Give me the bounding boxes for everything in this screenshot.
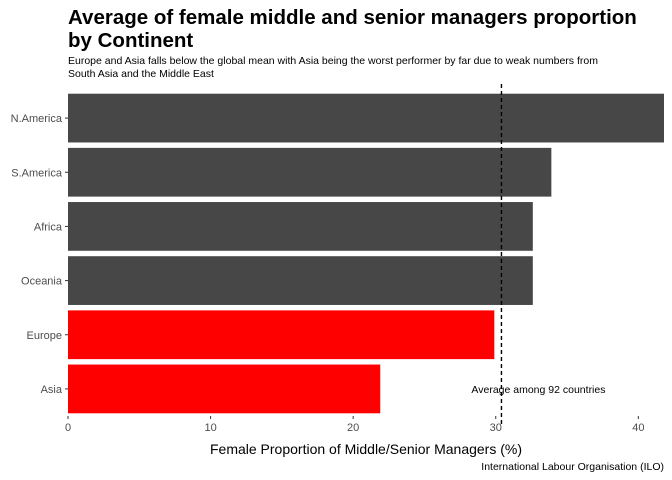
- bar-n-america: [68, 93, 664, 143]
- y-tick-label: Africa: [34, 221, 63, 233]
- x-tick-label: 40: [632, 422, 644, 434]
- x-tick-label: 20: [347, 422, 359, 434]
- chart-subtitle: Europe and Asia falls below the global m…: [68, 55, 598, 80]
- y-axis-tick-labels: N.America S.America Africa Oceania Europe Asi…: [11, 113, 68, 396]
- bar-oceania: [68, 256, 533, 305]
- x-tick-label: 0: [65, 422, 71, 434]
- y-tick-label: S.America: [11, 167, 63, 179]
- bar-africa: [68, 202, 533, 251]
- x-axis-title: Female Proportion of Middle/Senior Manag…: [210, 441, 522, 457]
- x-axis: 0 10 20 30 40: [65, 416, 644, 434]
- reference-line-group: Average among 92 countries: [471, 84, 605, 424]
- y-tick-label: Asia: [41, 384, 63, 396]
- x-tick-label: 10: [204, 422, 216, 434]
- bars-layer: [68, 93, 664, 414]
- chart-title: Average of female middle and senior mana…: [68, 6, 637, 52]
- y-tick-label: Europe: [27, 330, 62, 342]
- bar-europe: [68, 310, 495, 360]
- bar-s-america: [68, 147, 552, 197]
- y-tick-label: Oceania: [21, 276, 63, 288]
- y-tick-label: N.America: [11, 113, 63, 125]
- bar-asia: [68, 364, 381, 414]
- chart-caption: International Labour Organisation (ILO): [481, 461, 664, 473]
- x-tick-label: 30: [490, 422, 502, 434]
- average-reference-label: Average among 92 countries: [471, 384, 605, 396]
